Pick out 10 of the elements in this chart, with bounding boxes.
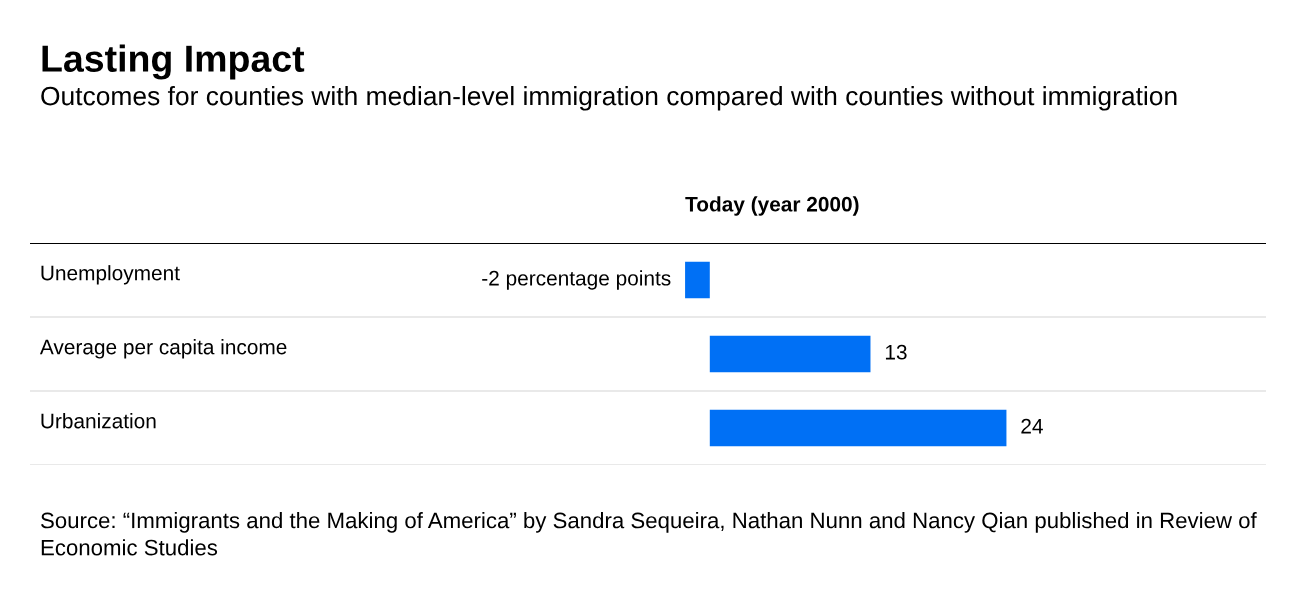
chart-subtitle: Outcomes for counties with median-level immigration compared with counties without immigration (41, 86, 1177, 111)
y-tick-label: Urbanization (41, 413, 156, 429)
data-label: 13 (885, 344, 907, 360)
chart-title: Lasting Impact (42, 44, 305, 80)
y-tick-label: Average per capita income (39, 339, 287, 359)
x-axis-title: Today (year 2000) (685, 196, 859, 216)
source-note: Source: “Immigrants and the Making of America” by Sandra Sequeira, Nathan Nunn and Nancy Qian published in Review of Economic Studies (41, 512, 1257, 556)
data-label: -2 percentage points (482, 270, 671, 290)
data-label: 24 (1021, 418, 1043, 434)
y-tick-label: Unemployment (41, 265, 180, 285)
